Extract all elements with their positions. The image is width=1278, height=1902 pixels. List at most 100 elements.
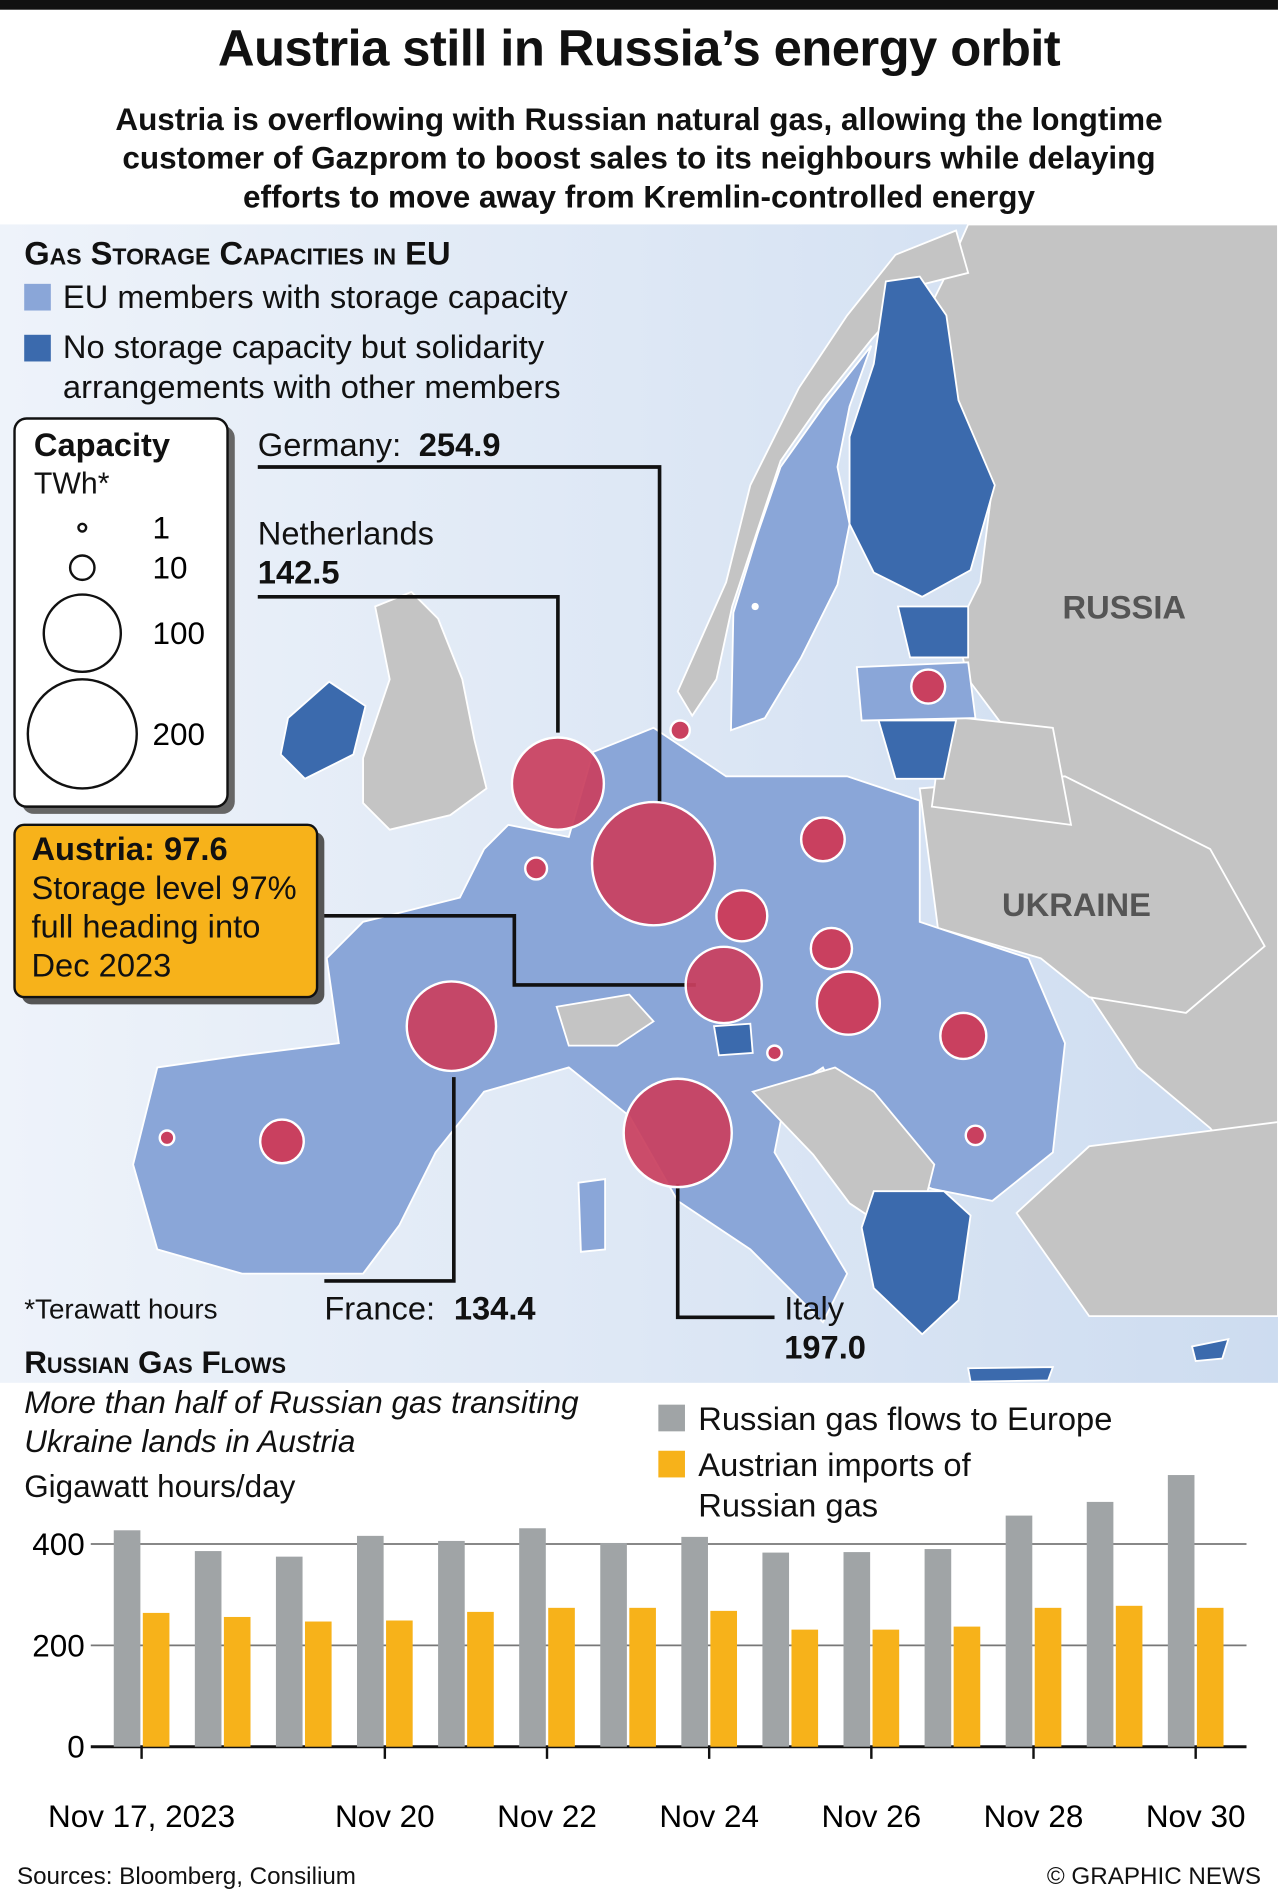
footnote: *Terawatt hours (24, 1293, 218, 1325)
credit: © GRAPHIC NEWS (1046, 1863, 1262, 1890)
bar (872, 1629, 900, 1747)
callout-name: Austria: (31, 830, 155, 868)
y-tick-label: 200 (32, 1627, 85, 1663)
storage-bubble (939, 1011, 988, 1061)
storage-bubble (815, 970, 882, 1036)
storage-bubble (524, 856, 549, 881)
capacity-unit: TWh* (33, 467, 110, 501)
bar (519, 1528, 546, 1747)
country-label: UKRAINE (1002, 886, 1151, 924)
chart-title: Russian Gas Flows (24, 1344, 287, 1381)
y-tick-label: 0 (67, 1729, 85, 1765)
bar (223, 1616, 251, 1747)
x-tick-label: Nov 17, 2023 (48, 1798, 235, 1834)
map-title: Gas Storage Capacities in EU (24, 235, 451, 272)
austria-box (13, 823, 319, 999)
size-legend-label: 10 (152, 550, 187, 586)
legend-swatch (24, 283, 51, 311)
size-legend-circle (26, 678, 138, 790)
callout-name: Germany: (257, 426, 402, 464)
legend-label: EU members with storage capacity (62, 278, 568, 316)
bar (1034, 1607, 1062, 1747)
storage-bubble (766, 1044, 783, 1062)
land (712, 1022, 754, 1057)
storage-bubble (964, 1124, 987, 1147)
capacity-title: Capacity (33, 426, 171, 464)
bar (1086, 1501, 1114, 1747)
land (967, 1366, 1055, 1383)
land (848, 275, 996, 598)
leader-line (675, 1183, 775, 1320)
bar (1005, 1515, 1033, 1747)
bar (762, 1552, 790, 1747)
bar (275, 1556, 303, 1747)
bar (924, 1549, 952, 1747)
storage-bubble (622, 1077, 733, 1189)
legend-swatch (658, 1404, 685, 1432)
x-tick-label: Nov 22 (497, 1798, 597, 1834)
x-tick-label: Nov 30 (1146, 1798, 1246, 1834)
legend-label: Russian gas flows to Europe (698, 1401, 1113, 1438)
storage-bubble (910, 668, 947, 705)
x-tick-label: Nov 20 (335, 1798, 435, 1834)
top-rule (0, 0, 1278, 10)
bar (113, 1530, 141, 1747)
storage-bubble (809, 926, 854, 971)
land (730, 345, 873, 732)
title: Austria still in Russia’s energy orbit (217, 19, 1061, 77)
country-label: RUSSIA (1062, 589, 1187, 626)
bar (710, 1610, 738, 1747)
chart-subtitle: More than half of Russian gas transiting… (24, 1384, 579, 1460)
size-legend-circle (42, 593, 123, 673)
bar (629, 1607, 656, 1747)
size-legend-circle (77, 522, 88, 533)
size-legend-label: 100 (152, 615, 205, 651)
bar (791, 1629, 819, 1747)
bar (843, 1552, 871, 1747)
bar (1115, 1605, 1143, 1747)
bar (438, 1540, 465, 1747)
bar (194, 1551, 222, 1747)
bar (600, 1542, 627, 1747)
legend-swatch (658, 1450, 685, 1478)
storage-dot (751, 602, 759, 611)
callout-value: 254.9 (418, 426, 501, 464)
land (362, 590, 488, 831)
storage-bubble (258, 1118, 305, 1165)
leader-line (257, 594, 560, 733)
bar (1196, 1607, 1224, 1747)
land (1190, 1337, 1230, 1362)
land (877, 719, 958, 780)
storage-bubble (715, 889, 769, 943)
bar (357, 1535, 384, 1747)
bar (548, 1607, 575, 1747)
leader-line (324, 1077, 456, 1283)
size-legend-label: 200 (152, 716, 205, 752)
legend-swatch (24, 334, 51, 362)
land (577, 1177, 607, 1253)
storage-bubble (405, 980, 498, 1073)
callout-value: 97.6 (164, 830, 228, 868)
storage-bubble (158, 1129, 176, 1147)
bar (386, 1620, 413, 1747)
bar (1167, 1475, 1195, 1747)
austria-note-text: Storage level 97% full heading into Dec … (31, 869, 297, 984)
bar (953, 1626, 981, 1747)
land (555, 993, 655, 1047)
storage-bubble (669, 719, 692, 742)
land (279, 680, 367, 780)
legend-label: Austrian imports of Russian gas (698, 1447, 971, 1524)
size-legend-label: 1 (152, 510, 170, 546)
y-tick-label: 400 (32, 1526, 85, 1562)
leader-line (317, 913, 696, 987)
austria-note: Austria: 97.6 Storage level 97% full head… (31, 830, 312, 985)
land (896, 605, 970, 659)
callout-name: France: (324, 1290, 436, 1328)
size-legend-circle (68, 554, 96, 582)
bar (467, 1611, 494, 1747)
subtitle: Austria is overflowing with Russian natu… (115, 100, 1163, 215)
x-tick-label: Nov 28 (984, 1798, 1084, 1834)
